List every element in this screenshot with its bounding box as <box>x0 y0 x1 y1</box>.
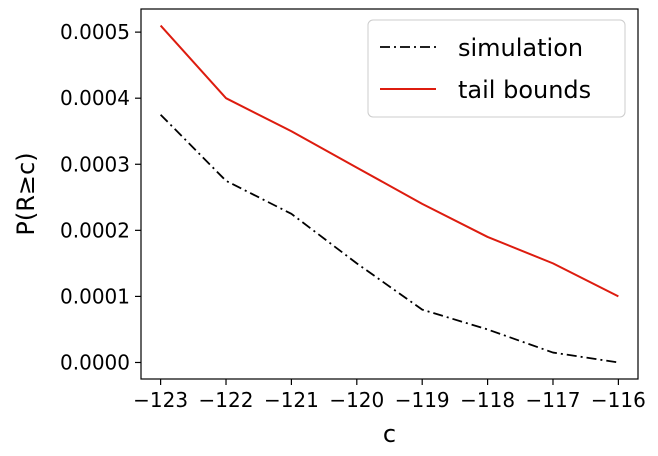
legend-simulation-label: simulation <box>458 34 583 62</box>
x-tick-label: −120 <box>329 388 384 412</box>
legend: simulation tail bounds <box>367 19 626 118</box>
y-tick-label: 0.0003 <box>60 152 130 176</box>
y-axis-label: P(R≥c) <box>12 152 40 235</box>
y-tick-label: 0.0004 <box>60 86 130 110</box>
x-tick-label: −122 <box>199 388 254 412</box>
legend-box <box>367 19 626 118</box>
series-line-simulation <box>159 114 619 364</box>
x-axis-label: c <box>383 420 396 448</box>
y-tick-label: 0.0005 <box>60 20 130 44</box>
y-axis: 0.0000 0.0001 0.0002 0.0003 0.0004 0.0005 <box>60 20 141 374</box>
series-layer <box>159 24 619 364</box>
x-tick-label: −123 <box>133 388 188 412</box>
y-tick-label: 0.0000 <box>60 350 130 374</box>
x-tick-label: −119 <box>395 388 450 412</box>
series-line-tail-bounds <box>159 24 619 298</box>
x-tick-label: −118 <box>460 388 515 412</box>
legend-tail-bounds-label: tail bounds <box>458 76 591 104</box>
x-tick-label: −121 <box>264 388 319 412</box>
y-tick-label: 0.0001 <box>60 284 130 308</box>
y-tick-label: 0.0002 <box>60 218 130 242</box>
x-axis: −123 −122 −121 −120 −119 −118 −117 −116 <box>133 379 646 412</box>
plot-frame <box>140 8 639 380</box>
x-tick-label: −117 <box>526 388 581 412</box>
x-tick-label: −116 <box>591 388 646 412</box>
